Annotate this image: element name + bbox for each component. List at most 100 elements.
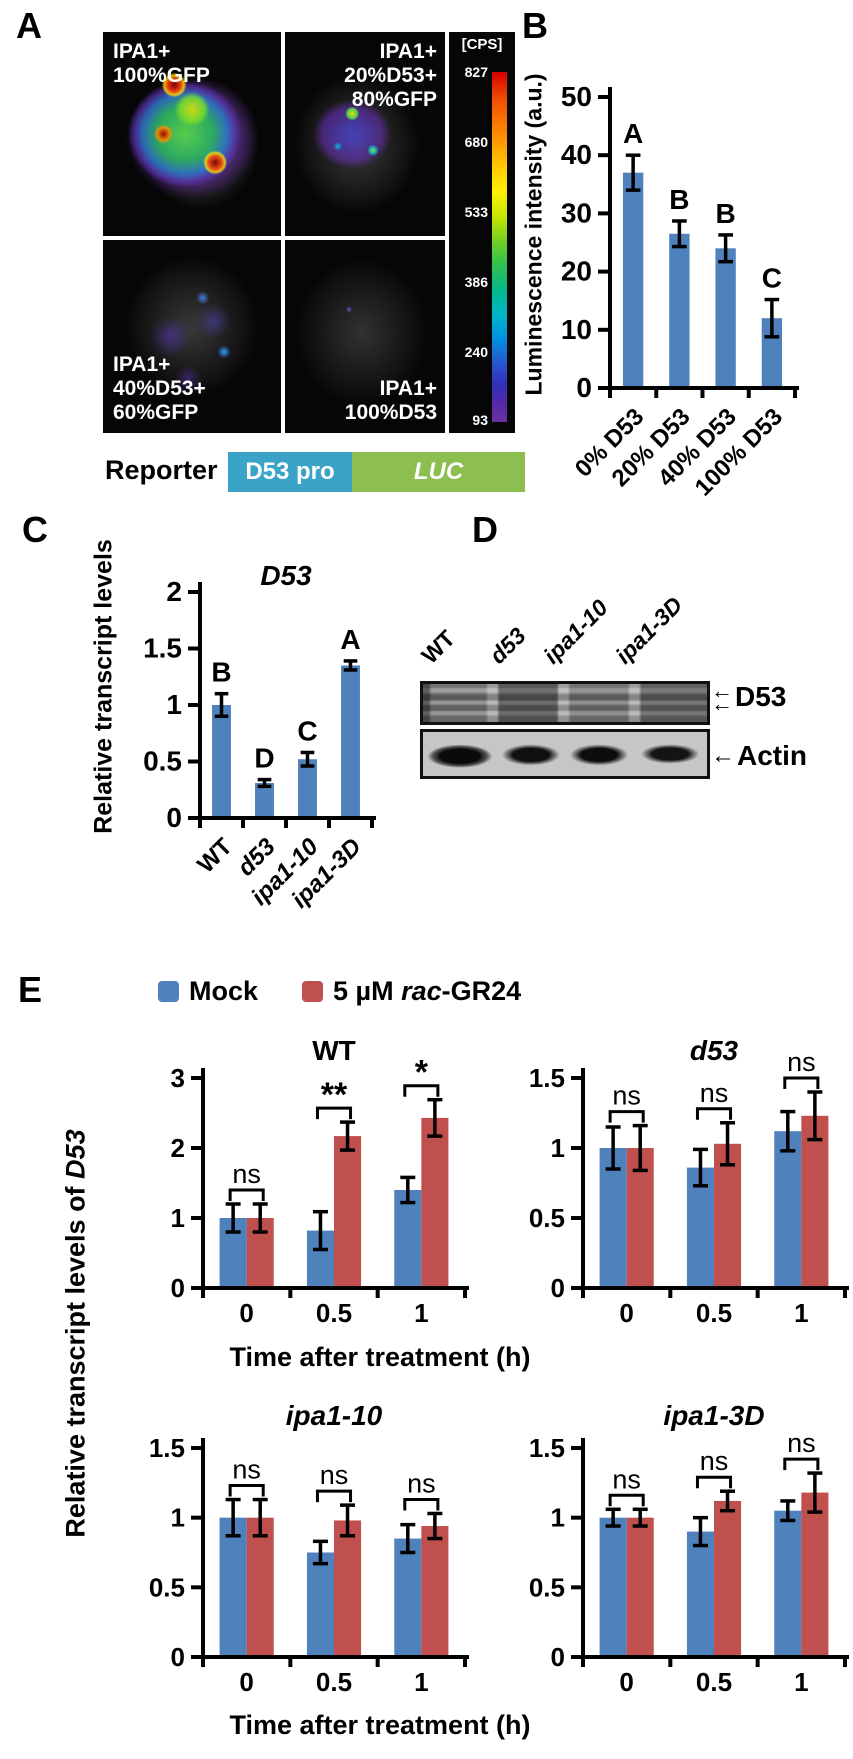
panel-c-y-axis-label: Relative transcript levels: [89, 539, 118, 834]
x-tick-label: 1: [794, 1667, 808, 1697]
quadrant-label-line: 100%GFP: [113, 64, 210, 88]
significance-bracket: [695, 1475, 733, 1489]
y-tick-label: 1: [171, 1203, 185, 1233]
y-tick-label: 0: [171, 1642, 185, 1672]
quadrant-label-line: IPA1+: [113, 40, 171, 63]
d53-band-annotation: ← ← D53: [711, 680, 787, 716]
significance-letter: B: [716, 198, 736, 229]
x-tick-label: 0.5: [696, 1667, 732, 1697]
y-tick-label: 3: [171, 1063, 185, 1093]
bar: [334, 1520, 362, 1657]
y-tick-label: 30: [561, 197, 592, 228]
y-tick-label: 50: [561, 81, 592, 112]
significance-label: *: [415, 1054, 429, 1092]
blot-lane-label-d53: d53: [484, 622, 531, 669]
quadrant-label-line: 100%D53: [344, 400, 437, 424]
quadrant-label-line: 20%D53+: [344, 64, 437, 88]
significance-bracket: [608, 1493, 645, 1507]
chart-e-wt: 0 1 2 3 ns ** * WT 0 0.5 1: [140, 1005, 485, 1355]
bar: [715, 248, 736, 388]
y-tick-label: 1: [166, 689, 182, 720]
bar: [669, 233, 690, 388]
x-tick-label: 0: [239, 1298, 253, 1328]
x-tick-label: 0: [619, 1298, 633, 1328]
chart-e-d53: 0 0.5 1 1.5 ns ns ns d53 0 0.5 1: [520, 1005, 853, 1355]
double-left-arrow-icon: ← ←: [711, 680, 733, 716]
legend-item-gr24: 5 µM rac-GR24: [302, 976, 521, 1007]
quadrant-label-line: 80%GFP: [351, 88, 437, 112]
significance-bracket: [228, 1484, 265, 1497]
significance-label: ns: [232, 1455, 261, 1485]
y-tick-label: 0: [576, 372, 592, 403]
panel-c-label: C: [22, 509, 48, 550]
bar: [599, 1517, 627, 1657]
significance-label: ns: [612, 1081, 641, 1111]
significance-label: ns: [612, 1464, 641, 1494]
significance-letter: A: [623, 118, 643, 149]
panel-d-label: D: [472, 509, 498, 550]
panel-e-bottom-x-axis-label: Time after treatment (h): [229, 1710, 531, 1740]
colorbar-tick: 533: [464, 204, 488, 220]
significance-letter: C: [762, 263, 782, 294]
blot-lane-label-ipa1-3d: ipa1-3D: [610, 591, 688, 669]
gr24-label-suffix: -GR24: [441, 976, 522, 1006]
bar: [686, 1531, 714, 1657]
significance-letter: D: [254, 743, 274, 774]
left-arrow-icon: ←: [711, 691, 733, 716]
panel-e-legend: Mock 5 µM rac-GR24: [158, 976, 521, 1007]
significance-bracket: [783, 1457, 820, 1471]
panel-a-label: A: [16, 5, 42, 46]
chart-e-ipa1-3d-svg: 0 0.5 1 1.5 ns ns ns ipa1-3D 0 0.5 1: [529, 1400, 849, 1697]
bar: [298, 759, 317, 818]
significance-bracket: [228, 1188, 265, 1201]
bar: [714, 1143, 742, 1288]
colorbar-gradient: [492, 72, 507, 422]
significance-label: ns: [700, 1078, 729, 1108]
chart-title: d53: [690, 1035, 739, 1066]
y-tick-label: 1.5: [529, 1063, 565, 1093]
significance-label: ns: [787, 1047, 816, 1077]
promoter-text: D53 pro: [245, 458, 335, 485]
quadrant-label-line: 60%GFP: [113, 400, 199, 424]
leaf-quadrant-ipa1-20d53: IPA1+ 20%D53+ 80%GFP: [285, 32, 445, 236]
bar: [421, 1117, 449, 1288]
gr24-label-prefix: 5 µM: [333, 976, 402, 1006]
significance-bracket: [315, 1489, 353, 1503]
bar: [686, 1167, 714, 1288]
y-tick-label: 2: [171, 1133, 185, 1163]
chart-title: WT: [312, 1035, 356, 1066]
significance-letter: B: [669, 184, 689, 215]
significance-letter: B: [211, 657, 231, 688]
cps-colorbar: [CPS] 827 680 533 386 240 93: [449, 32, 515, 433]
significance-letter: C: [297, 715, 317, 746]
quadrant-label-line: IPA1+: [379, 40, 437, 63]
significance-label: ns: [787, 1428, 816, 1458]
significance-label: ns: [232, 1159, 261, 1189]
quadrant-label: IPA1+ 100%D53: [345, 377, 437, 425]
chart-e-ipa1-10-svg: 0 0.5 1 1.5 ns ns ns ipa1-10 0 0.5 1: [149, 1400, 469, 1697]
y-tick-label: 0.5: [529, 1203, 565, 1233]
x-tick-label: 1: [794, 1298, 808, 1328]
blot-lane-label-ipa1-10: ipa1-10: [538, 594, 613, 669]
d53-band-label: D53: [735, 681, 787, 712]
quadrant-label: IPA1+ 100%GFP: [113, 40, 210, 88]
significance-label: **: [321, 1076, 348, 1114]
bar: [255, 782, 274, 818]
quadrant-label: IPA1+ 20%D53+ 80%GFP: [344, 40, 437, 112]
significance-bracket: [608, 1110, 645, 1123]
colorbar-tick: 240: [464, 344, 488, 360]
y-tick-label: 20: [561, 256, 592, 287]
quadrant-label-line: IPA1+: [379, 376, 437, 400]
panel-b-label: B: [522, 5, 548, 46]
bar: [334, 1136, 362, 1288]
panel-a-luminescence-image: IPA1+ 100%GFP IPA1+ 20%D53+ 80%GFP IPA1+…: [103, 32, 445, 433]
x-tick-label: 0.5: [696, 1298, 732, 1328]
reporter-luc-box: LUC: [352, 452, 525, 492]
bar: [212, 705, 231, 818]
reporter-promoter-box: D53 pro: [228, 452, 352, 492]
x-tick-label: 0: [619, 1667, 633, 1697]
leaf-quadrant-ipa1-40d53: IPA1+ 40%D53+ 60%GFP: [103, 240, 281, 433]
significance-label: ns: [407, 1468, 436, 1498]
panel-e-ylabel-prefix: Relative transcript levels of: [60, 1178, 91, 1538]
y-tick-label: 0.5: [143, 746, 182, 777]
